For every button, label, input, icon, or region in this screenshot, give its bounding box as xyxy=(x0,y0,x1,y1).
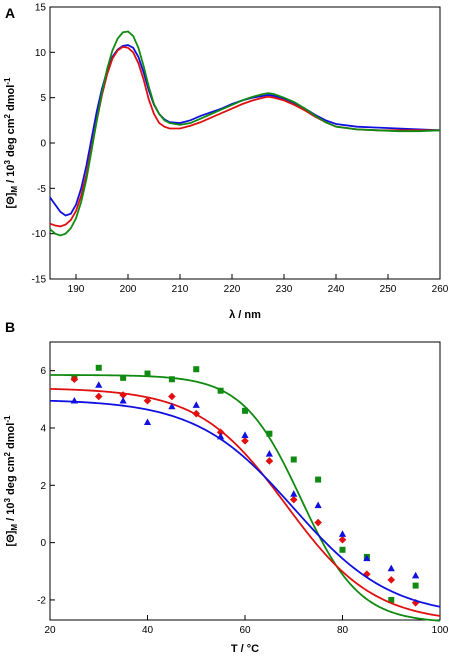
x-tick-label: 260 xyxy=(432,284,449,295)
y-axis-label-part: -1 xyxy=(3,77,12,85)
y-axis-label-part: deg cm xyxy=(5,456,17,498)
data-point-1 xyxy=(314,518,322,527)
data-point-2 xyxy=(338,530,347,537)
y-tick-label: -5 xyxy=(37,184,46,195)
panel-b: 20 40 60 80 100 -2 0 2 4 6 B T / °C [Θ]M / 103 deg c… xyxy=(3,319,449,655)
data-point-2 xyxy=(265,449,273,457)
y-tick-label: 5 xyxy=(40,93,46,104)
y-tick-label: 0 xyxy=(40,139,46,150)
y-tick-label: 6 xyxy=(40,366,46,377)
data-point-1 xyxy=(192,409,201,418)
data-point-0 xyxy=(120,374,127,381)
x-axis-label: λ / nm xyxy=(229,309,261,321)
y-axis-label-part: dmol xyxy=(5,423,17,452)
data-point-0 xyxy=(388,596,395,603)
data-point-1 xyxy=(216,428,225,437)
plot-frame xyxy=(49,341,441,621)
y-axis-label-part: / 10 xyxy=(5,502,17,523)
data-point-1 xyxy=(168,392,176,401)
x-tick-label: 80 xyxy=(337,625,349,636)
panel-label: B xyxy=(5,319,15,335)
fit-line-0 xyxy=(50,374,441,622)
series-line-2 xyxy=(49,30,441,237)
x-axis-label: T / °C xyxy=(231,643,259,655)
data-point-2 xyxy=(119,396,127,404)
data-point-1 xyxy=(387,576,396,584)
data-point-0 xyxy=(339,546,346,553)
data-point-1 xyxy=(289,495,298,504)
data-point-2 xyxy=(192,401,200,408)
x-tick-label: 210 xyxy=(172,284,189,295)
y-axis-label-part: M xyxy=(10,186,19,193)
plot-frame xyxy=(49,6,441,280)
panel-a: 190 200 210 220 230 240 250 260 -15 -10 -5 0 5 10 15 Aλ… xyxy=(3,3,449,322)
data-point-2 xyxy=(70,396,78,404)
data-point-1 xyxy=(70,375,79,384)
data-point-1 xyxy=(119,391,127,399)
x-tick-label: 230 xyxy=(276,284,293,295)
data-point-2 xyxy=(168,402,176,410)
data-point-0 xyxy=(290,456,297,463)
data-point-1 xyxy=(241,437,249,445)
y-axis-label: [Θ]M / 103 deg cm2 dmol-1 xyxy=(3,415,19,546)
y-axis-label-part: 3 xyxy=(3,497,12,502)
x-tick-label: 40 xyxy=(142,625,154,636)
data-point-0 xyxy=(242,407,248,414)
y-tick-label: 2 xyxy=(40,481,46,492)
data-point-1 xyxy=(338,535,347,544)
y-tick-label: 15 xyxy=(35,3,47,14)
data-point-0 xyxy=(266,430,273,437)
data-point-0 xyxy=(144,370,151,377)
series-line-1 xyxy=(49,45,440,228)
y-tick-label: -15 xyxy=(32,275,47,286)
data-point-0 xyxy=(412,582,419,589)
y-axis-label-part: 2 xyxy=(3,113,12,118)
fit-line-1 xyxy=(49,388,441,617)
y-axis-label-part: -1 xyxy=(3,415,12,423)
data-point-2 xyxy=(217,432,225,440)
x-tick-label: 200 xyxy=(120,284,137,295)
data-point-2 xyxy=(387,564,395,572)
data-point-1 xyxy=(265,457,274,465)
data-point-1 xyxy=(94,392,103,401)
x-tick-label: 20 xyxy=(44,625,56,636)
y-axis-label-part: dmol xyxy=(5,85,17,114)
y-tick-label: 0 xyxy=(40,538,46,549)
data-point-2 xyxy=(143,418,152,426)
data-point-2 xyxy=(95,381,103,388)
y-axis-label-part: / 10 xyxy=(5,164,17,185)
y-axis-label-part: [Θ] xyxy=(5,192,17,208)
y-tick-label: 4 xyxy=(40,423,46,434)
x-tick-label: 100 xyxy=(432,625,449,636)
x-tick-label: 220 xyxy=(224,284,241,295)
x-tick-label: 60 xyxy=(239,625,251,636)
data-point-2 xyxy=(241,431,249,438)
panel-label: A xyxy=(5,5,15,21)
y-axis-label-part: [Θ] xyxy=(5,530,17,546)
y-tick-label: -10 xyxy=(32,229,47,240)
data-point-2 xyxy=(314,501,322,509)
x-tick-label: 250 xyxy=(380,284,397,295)
data-point-1 xyxy=(143,396,152,405)
y-axis-label: [Θ]M / 103 deg cm2 dmol-1 xyxy=(3,77,19,208)
data-point-0 xyxy=(217,387,224,394)
y-axis-label-part: 2 xyxy=(3,451,12,456)
data-point-2 xyxy=(412,571,420,579)
data-point-2 xyxy=(290,490,298,497)
data-point-0 xyxy=(315,476,322,483)
y-axis-label-part: 3 xyxy=(3,159,12,164)
x-tick-label: 240 xyxy=(328,284,345,295)
data-point-2 xyxy=(363,554,371,562)
data-point-0 xyxy=(95,364,102,371)
y-axis-label-part: deg cm xyxy=(5,118,17,160)
y-tick-label: -2 xyxy=(37,595,46,606)
data-point-0 xyxy=(193,366,200,373)
y-tick-label: 10 xyxy=(35,48,47,59)
fit-line-2 xyxy=(49,399,441,608)
data-point-0 xyxy=(168,376,175,383)
y-axis-label-part: M xyxy=(10,524,19,531)
x-tick-label: 190 xyxy=(68,284,85,295)
